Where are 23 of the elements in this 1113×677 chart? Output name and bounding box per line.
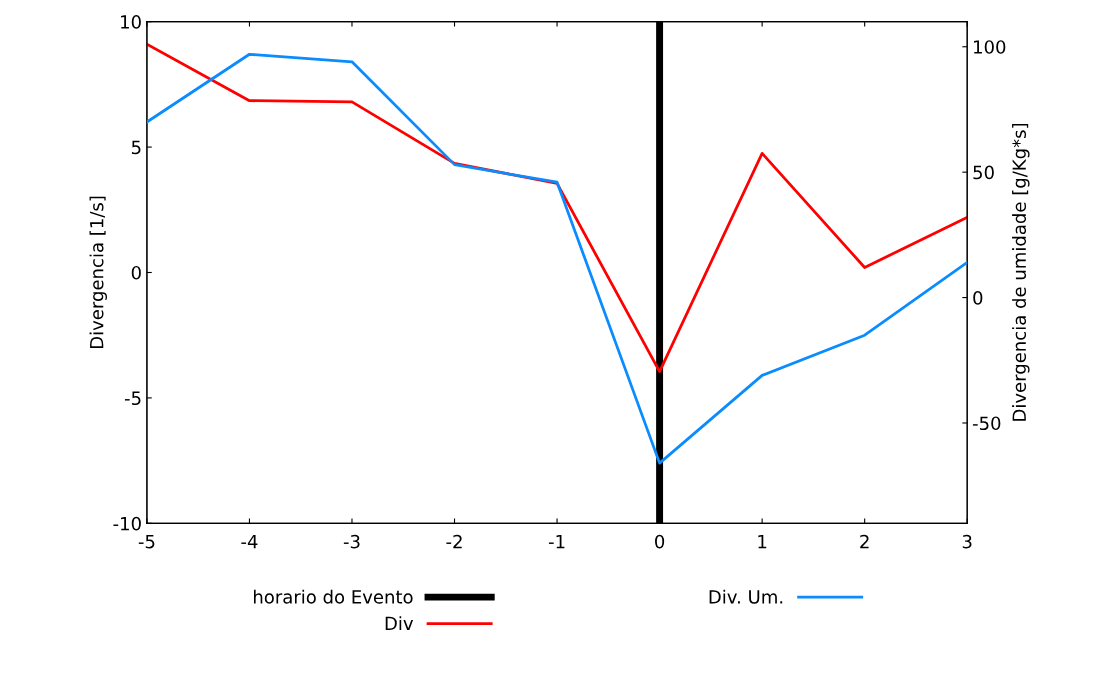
legend-label: horario do Evento: [254, 589, 413, 604]
y-tick-label: 0: [131, 265, 141, 280]
x-tick-label: -2: [446, 534, 462, 549]
y-tick-label: -5: [124, 391, 141, 406]
y2-tick-label: 100: [974, 40, 1006, 54]
legend-label: Div: [385, 616, 414, 630]
y2-tick-label: 0: [973, 291, 983, 305]
x-tick-label: 0: [655, 534, 665, 549]
x-tick-label: -4: [241, 534, 258, 549]
x-tick-label: -1: [548, 534, 565, 549]
y2-tick-label: -50: [972, 416, 1001, 431]
y2-axis-title: Divergencia de umidade [g/Kg*s]: [1012, 123, 1030, 421]
y-tick-label: 10: [121, 15, 141, 29]
y-tick-label: -10: [113, 516, 141, 531]
y-tick-label: 5: [131, 140, 141, 155]
x-tick-label: -3: [343, 534, 360, 549]
x-tick-label: 3: [962, 534, 972, 549]
y-axis-title: Divergencia [1/s]: [89, 196, 108, 349]
legend-label: Div. Um.: [709, 589, 783, 604]
line-series: [146, 52, 968, 465]
x-tick-label: 1: [758, 534, 767, 549]
y2-tick-label: 50: [973, 165, 994, 180]
x-tick-label: 2: [860, 534, 869, 549]
